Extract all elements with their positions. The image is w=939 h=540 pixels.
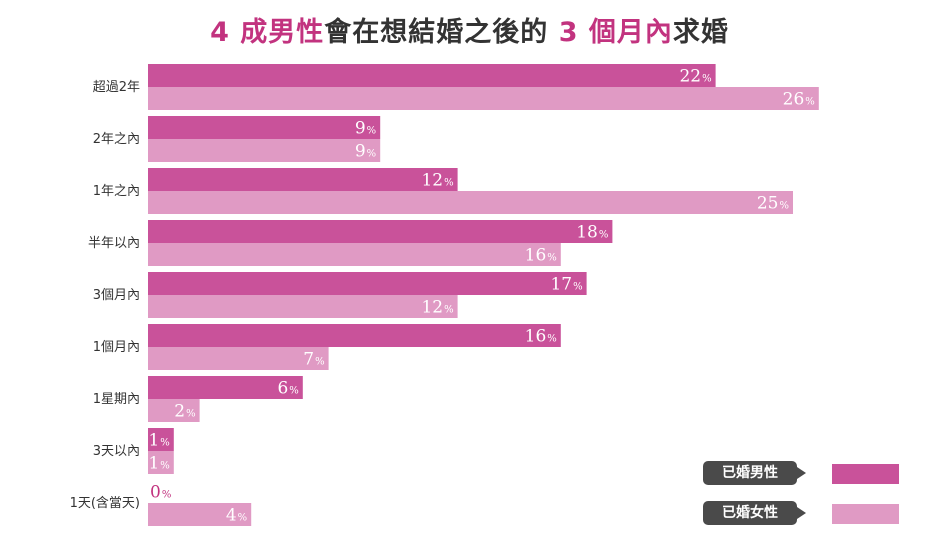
title-part-2: 男性 [268,17,325,48]
legend-swatch-women [832,504,899,524]
category-label: 1年之內 [93,184,140,199]
title-part-4: 3 個月內 [558,17,673,48]
bar-women [148,347,329,370]
legend-label-women: 已婚女性 [703,501,797,525]
bar-men [148,64,716,87]
legend-pointer-women [797,507,806,519]
title-part-1: 4 成 [210,17,269,48]
legend-swatch-men [832,464,899,484]
bar-women [148,295,458,318]
bar-men [148,376,303,399]
bar-women [148,243,561,266]
legend-label-men: 已婚男性 [703,461,797,485]
bar-men [148,168,458,191]
title-part-5: 求婚 [672,17,729,48]
bar-women [148,503,252,526]
bar-men [148,116,381,139]
legend-pointer-men [797,467,806,479]
bar-women [148,87,819,110]
category-label: 超過2年 [93,80,140,95]
bar-men [148,220,613,243]
chart-title: 4 成男性會在想結婚之後的 3 個月內求婚 [0,10,939,49]
bar-men [148,324,561,347]
bar-women [148,451,174,474]
category-label: 半年以內 [88,236,140,251]
bar-men [148,428,174,451]
data-label: 0% [150,483,171,503]
category-label: 2年之內 [93,132,140,147]
bar-men [148,272,587,295]
category-label: 1星期內 [93,392,140,407]
title-part-3: 會在想結婚之後的 [324,17,549,48]
bar-women [148,191,793,214]
category-label: 3個月內 [93,288,140,303]
category-label: 1個月內 [93,340,140,355]
category-label: 1天(含當天) [70,495,140,511]
category-label: 3天以內 [93,444,140,459]
bar-women [148,139,381,162]
bar-women [148,399,200,422]
